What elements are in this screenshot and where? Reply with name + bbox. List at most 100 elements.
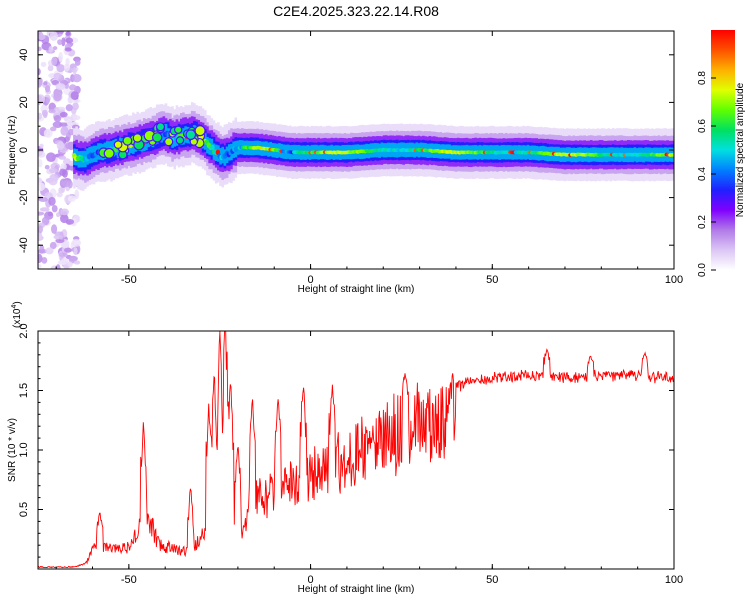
noise-speckle xyxy=(39,143,44,149)
y-tick-label: -20 xyxy=(18,190,30,206)
noise-speckle xyxy=(58,187,64,194)
colorbar: 0.0 0.2 0.4 0.6 0.8 Normalized spectral ampl… xyxy=(697,30,746,277)
x-tick-label: 0 xyxy=(308,274,314,286)
x-tick-label: 100 xyxy=(665,574,683,586)
colorbar-tick-label: 0.0 xyxy=(697,263,708,277)
noise-speckle xyxy=(38,46,42,52)
y-tick-label: -40 xyxy=(18,237,30,253)
y-tick-label: 0.5 xyxy=(18,502,30,517)
blob-core xyxy=(186,130,195,139)
y-tick-label: 20 xyxy=(18,96,30,108)
noise-speckle xyxy=(73,260,81,265)
blob-core xyxy=(153,133,162,142)
noise-speckle xyxy=(48,109,56,114)
noise-speckle xyxy=(58,155,67,160)
blob-core xyxy=(190,138,197,145)
noise-speckle xyxy=(58,252,68,258)
colorbar-tick-label: 0.4 xyxy=(697,167,708,181)
noise-speckle xyxy=(38,78,43,88)
blob-core xyxy=(144,130,155,141)
snr-x-label: Height of straight line (km) xyxy=(298,584,415,595)
noise-speckle xyxy=(58,51,64,62)
noise-speckle xyxy=(65,142,75,150)
noise-speckle xyxy=(71,238,81,247)
noise-speckle xyxy=(38,33,46,41)
colorbar-scale xyxy=(711,30,735,270)
noise-speckle xyxy=(47,211,53,217)
noise-speckle xyxy=(56,64,65,73)
colorbar-ticks: 0.0 0.2 0.4 0.6 0.8 xyxy=(697,71,716,277)
blob-core xyxy=(176,137,184,144)
y-tick-label: 2.0 xyxy=(18,323,30,338)
noise-speckle xyxy=(55,82,66,91)
noise-speckle xyxy=(67,195,76,202)
heatmap-panel: -50 0 50 100 -40 -20 0 20 40 Height of straight… xyxy=(7,30,683,295)
noise-speckle xyxy=(58,31,64,34)
noise-speckle xyxy=(53,92,62,102)
noise-speckle xyxy=(65,218,75,225)
noise-speckle xyxy=(57,260,67,266)
x-tick-label: 50 xyxy=(486,274,498,286)
blob-core xyxy=(114,141,122,148)
noise-speckle xyxy=(38,94,46,104)
noise-speckle xyxy=(72,102,79,111)
noise-speckle xyxy=(51,56,58,66)
noise-speckle xyxy=(38,151,46,158)
blob-core xyxy=(165,138,173,146)
noise-speckle xyxy=(53,106,60,117)
snr-scale-label: (x10 xyxy=(12,308,23,328)
noise-speckle xyxy=(61,179,71,188)
noise-speckle xyxy=(41,104,46,111)
noise-speckle xyxy=(38,68,41,76)
noise-speckle xyxy=(50,126,57,132)
blob-core xyxy=(104,149,114,158)
noise-speckle xyxy=(69,84,77,91)
noise-speckle xyxy=(38,263,42,269)
blob-core xyxy=(123,136,132,145)
blob-core xyxy=(119,151,127,159)
noise-speckle xyxy=(59,111,68,118)
noise-speckle xyxy=(64,47,72,52)
ridge-cell xyxy=(671,153,674,157)
noise-speckle xyxy=(60,126,69,136)
noise-speckle xyxy=(52,121,63,129)
noise-speckle xyxy=(67,261,73,268)
noise-speckle xyxy=(60,208,69,216)
noise-speckle xyxy=(38,211,45,216)
blob-core xyxy=(157,123,164,131)
noise-speckle xyxy=(72,115,81,121)
noise-speckle xyxy=(63,63,70,72)
noise-speckle xyxy=(48,45,54,53)
noise-speckle xyxy=(49,241,57,250)
noise-speckle xyxy=(74,189,80,200)
noise-speckle xyxy=(56,212,61,218)
noise-speckle xyxy=(65,104,73,112)
noise-speckle xyxy=(41,256,48,264)
noise-speckle xyxy=(38,159,43,168)
noise-speckle xyxy=(44,164,50,170)
colorbar-tick-label: 0.6 xyxy=(697,119,708,133)
noise-speckle xyxy=(38,196,48,203)
noise-speckle xyxy=(45,97,51,104)
noise-speckle xyxy=(49,31,59,41)
snr-panel: -50 0 50 100 0.5 1.0 1.5 2.0 Height of straigh… xyxy=(7,301,683,595)
snr-y-label: SNR (10 * v/v) xyxy=(7,418,18,482)
x-tick-label: -50 xyxy=(121,274,137,286)
y-tick-label: 0 xyxy=(18,147,30,153)
colorbar-label: Normalized spectral amplitude xyxy=(735,82,746,217)
noise-speckle xyxy=(56,141,65,150)
noise-speckle xyxy=(72,66,77,75)
noise-speckle xyxy=(38,225,43,234)
svg-text:(x104): (x104) xyxy=(11,301,23,328)
noise-speckle xyxy=(59,168,67,177)
snr-series-line xyxy=(38,331,674,569)
noise-speckle xyxy=(57,39,63,45)
snr-scale-factor: (x104) xyxy=(11,301,23,328)
noise-speckle xyxy=(39,207,50,212)
x-tick-label: 100 xyxy=(665,274,683,286)
heatmap-x-label: Height of straight line (km) xyxy=(298,284,415,295)
noise-speckle xyxy=(43,128,53,138)
noise-speckle xyxy=(53,234,63,240)
noise-speckle xyxy=(64,247,72,253)
y-tick-label: 40 xyxy=(18,49,30,61)
